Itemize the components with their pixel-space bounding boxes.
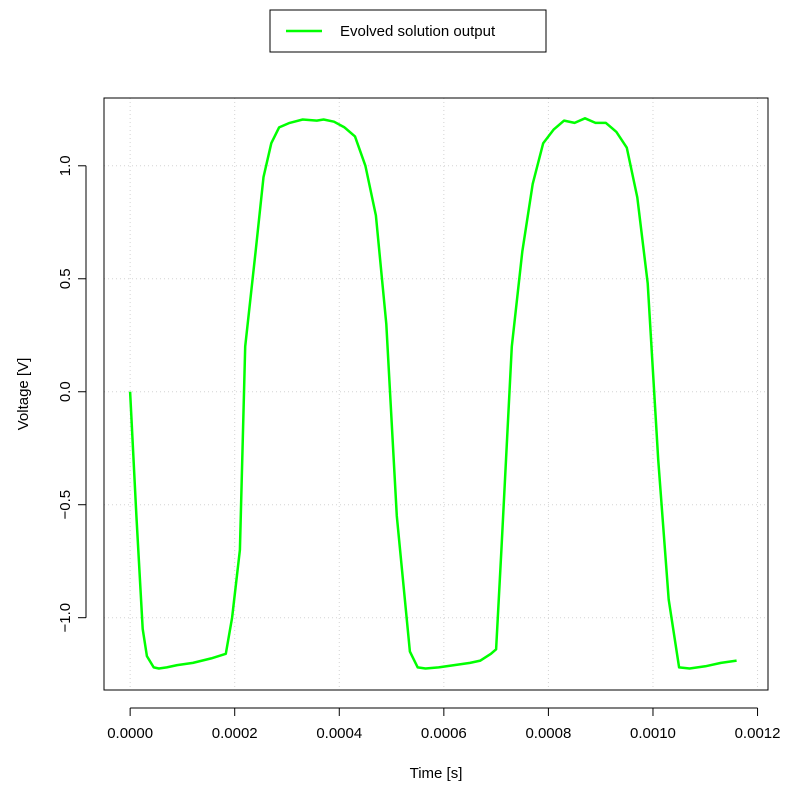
y-axis-label: Voltage [V]: [15, 358, 32, 431]
legend-entry-label: Evolved solution output: [340, 23, 496, 40]
x-tick-label-0: 0.0000: [107, 725, 153, 742]
x-axis: 0.0000 0.0002 0.0004 0.0006 0.0008 0.0010 0.00…: [107, 707, 781, 742]
x-axis-label: Time [s]: [410, 765, 463, 782]
x-tick-label-4: 0.0008: [525, 725, 571, 742]
y-axis: −1.0 −0.5 0.0 0.5 1.0: [57, 155, 87, 633]
y-tick-label-0: −1.0: [57, 603, 74, 633]
x-tick-label-2: 0.0004: [316, 725, 362, 742]
y-tick-label-2: 0.0: [57, 381, 74, 402]
series-layer: [128, 117, 737, 670]
x-tick-label-6: 0.0012: [735, 725, 781, 742]
y-tick-label-4: 1.0: [57, 155, 74, 176]
x-tick-label-1: 0.0002: [212, 725, 258, 742]
series-line-0: [128, 117, 737, 670]
legend: Evolved solution output: [269, 9, 547, 53]
grid-lines: [104, 98, 768, 690]
plot-frame: [103, 97, 769, 691]
y-tick-label-3: 0.5: [57, 268, 74, 289]
y-tick-label-1: −0.5: [57, 490, 74, 520]
x-tick-label-3: 0.0006: [421, 725, 467, 742]
x-tick-label-5: 0.0010: [630, 725, 676, 742]
